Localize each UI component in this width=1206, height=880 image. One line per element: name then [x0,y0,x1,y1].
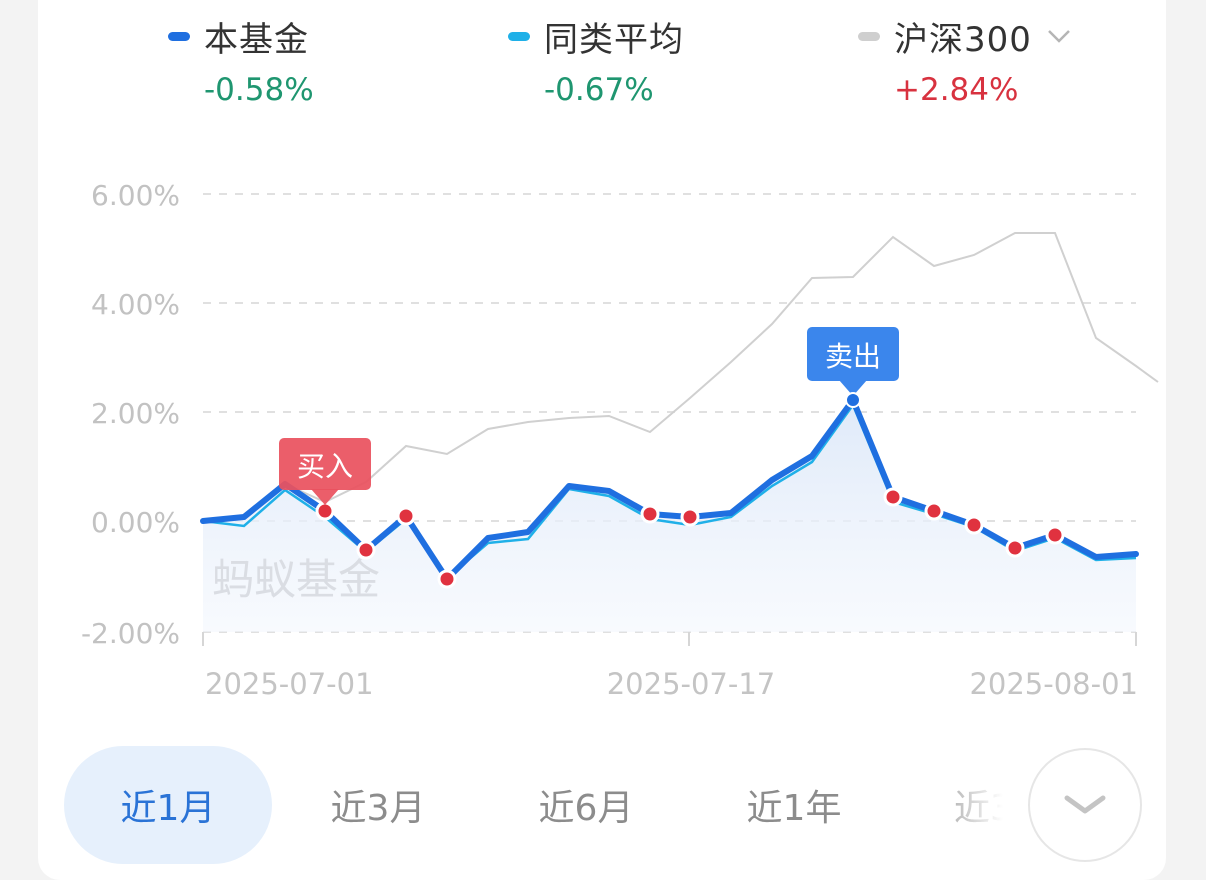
performance-line-chart[interactable]: 6.00% 4.00% 2.00% 0.00% -2.00% 2025-07-0… [0,0,1206,740]
y-tick: -2.00% [81,617,180,650]
y-tick: 2.00% [91,397,180,430]
sell-marker[interactable]: 卖出 [807,327,899,408]
x-tick: 2025-07-17 [607,667,776,701]
x-tick: 2025-07-01 [205,667,374,701]
watermark-text: 蚂蚁基金 [212,555,380,604]
buy-marker-label: 买入 [297,450,353,483]
holding-dot[interactable] [883,487,903,507]
legend-fund-value: -0.58% [204,72,314,108]
benchmark-dropdown-chevron-icon[interactable] [1046,23,1072,49]
tabs-fade-overlay [940,760,1030,850]
holding-dot[interactable] [315,501,335,521]
fund-swatch-icon [168,31,190,41]
holding-dot[interactable] [680,507,700,527]
legend-fund[interactable]: 本基金 -0.58% [168,14,314,108]
sell-marker-label: 卖出 [825,340,881,373]
holding-dot[interactable] [356,540,376,560]
holding-dot[interactable] [396,506,416,526]
y-tick: 6.00% [91,179,180,212]
legend-category-name: 同类平均 [544,19,684,60]
tab-label: 近6月 [538,788,634,829]
y-axis-labels: 6.00% 4.00% 2.00% 0.00% -2.00% [81,179,180,650]
tab-1-year[interactable]: 近1年 [690,746,898,864]
legend-fund-name: 本基金 [204,19,309,60]
fund-chart-card [38,0,1166,880]
holding-dot[interactable] [964,515,984,535]
tab-1-month[interactable]: 近1月 [64,746,272,864]
y-tick: 4.00% [91,288,180,321]
tab-label: 近1月 [120,788,216,829]
holding-dot[interactable] [1045,525,1065,545]
category-swatch-icon [508,31,530,41]
legend-benchmark[interactable]: 沪深300 +2.84% [858,14,1072,108]
chevron-down-icon [1064,795,1106,814]
tab-label: 近3月 [330,788,426,829]
holding-dot[interactable] [640,504,660,524]
x-tick: 2025-08-01 [969,667,1138,701]
benchmark-swatch-icon [858,31,880,41]
more-ranges-button[interactable] [1028,748,1142,862]
legend-benchmark-value: +2.84% [894,72,1019,108]
x-axis: 2025-07-01 2025-07-17 2025-08-01 [202,632,1138,701]
buy-marker[interactable]: 买入 [279,438,371,505]
legend-benchmark-name: 沪深300 [894,19,1032,60]
holding-dots [315,487,1065,589]
tab-3-months[interactable]: 近3月 [274,746,482,864]
holding-dot[interactable] [1005,538,1025,558]
tab-6-months[interactable]: 近6月 [482,746,690,864]
holding-dot[interactable] [437,569,457,589]
holding-dot[interactable] [924,501,944,521]
legend-category-value: -0.67% [544,72,654,108]
y-tick: 0.00% [91,506,180,539]
legend-category-average[interactable]: 同类平均 -0.67% [508,14,684,108]
tab-label: 近1年 [746,788,842,829]
